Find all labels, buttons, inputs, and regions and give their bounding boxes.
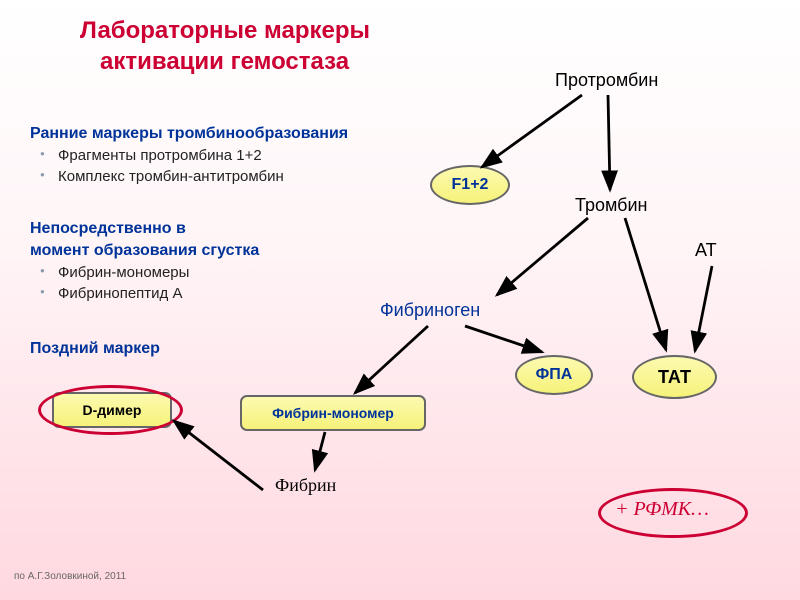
- list-item: Комплекс тромбин-антитромбин: [30, 168, 360, 185]
- list-item: Фибрин-мономеры: [30, 264, 360, 281]
- node-f12-label: F1+2: [452, 176, 489, 194]
- title-line-2: активации гемостаза: [100, 48, 349, 75]
- ring-ddimer: [38, 385, 183, 435]
- page-title: Лабораторные маркеры активации гемостаза: [80, 15, 370, 77]
- arrow: [482, 95, 582, 167]
- list-item: Фрагменты протромбина 1+2: [30, 147, 360, 164]
- label-prothrombin: Протромбин: [555, 70, 658, 91]
- label-at: АТ: [695, 240, 717, 261]
- late-header: Поздний маркер: [30, 340, 180, 358]
- arrow: [695, 266, 712, 351]
- node-fpa-label: ФПА: [536, 366, 573, 384]
- label-thrombin: Тромбин: [575, 195, 647, 216]
- early-header: Ранние маркеры тромбинообразования: [30, 125, 360, 143]
- direct-list: Фибрин-мономеры Фибринопептид А: [30, 264, 360, 302]
- early-list: Фрагменты протромбина 1+2 Комплекс тромб…: [30, 147, 360, 185]
- node-fm: Фибрин-мономер: [240, 395, 426, 431]
- node-f12: F1+2: [430, 165, 510, 205]
- arrow: [315, 432, 325, 470]
- section-late: Поздний маркер: [30, 340, 180, 362]
- direct-header-l1: Непосредственно в: [30, 220, 360, 238]
- citation: по А.Г.Золовкиной, 2011: [14, 571, 126, 582]
- arrow: [174, 421, 263, 490]
- label-fibrin: Фибрин: [275, 475, 336, 496]
- arrow: [625, 218, 666, 350]
- node-fpa: ФПА: [515, 355, 593, 395]
- arrow: [497, 218, 588, 295]
- arrow: [608, 95, 610, 190]
- direct-header-l2: момент образования сгустка: [30, 242, 360, 260]
- node-fm-label: Фибрин-мономер: [272, 405, 394, 421]
- node-tat-label: ТАТ: [658, 367, 691, 388]
- node-tat: ТАТ: [632, 355, 717, 399]
- list-item: Фибринопептид А: [30, 285, 360, 302]
- ring-rfmk: [598, 488, 748, 538]
- arrow: [465, 326, 542, 352]
- label-fibrinogen: Фибриноген: [380, 300, 480, 321]
- section-direct: Непосредственно в момент образования сгу…: [30, 220, 360, 306]
- title-line-1: Лабораторные маркеры: [80, 17, 370, 44]
- section-early: Ранние маркеры тромбинообразования Фрагм…: [30, 125, 360, 189]
- arrow: [355, 326, 428, 393]
